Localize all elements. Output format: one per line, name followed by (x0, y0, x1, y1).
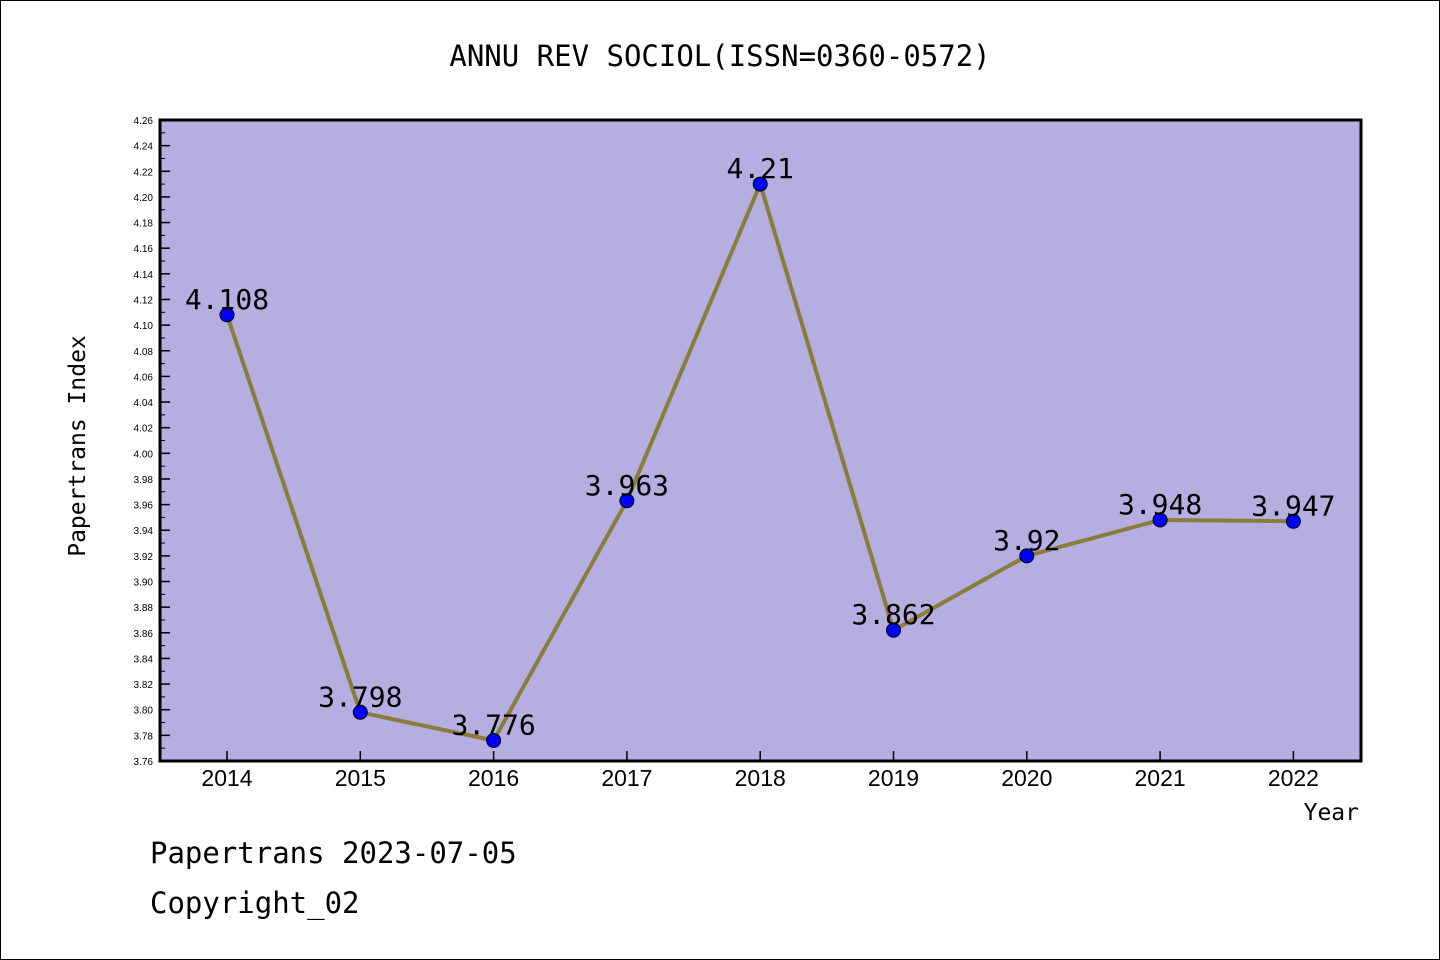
y-tick-label: 4.18 (134, 219, 154, 230)
x-tick-label: 2022 (1268, 765, 1319, 791)
y-tick-label: 4.16 (134, 244, 154, 255)
data-label: 3.963 (585, 469, 669, 502)
y-tick-label: 4.12 (134, 295, 154, 306)
x-tick-label: 2016 (468, 765, 519, 791)
y-tick-label: 3.90 (134, 578, 154, 589)
y-tick-label: 3.80 (134, 706, 154, 717)
y-tick-label: 4.00 (134, 449, 154, 460)
x-tick-label: 2017 (601, 765, 652, 791)
data-point (752, 176, 768, 192)
y-tick-label: 4.04 (134, 398, 154, 409)
y-tick-label: 4.02 (134, 424, 154, 435)
data-point (619, 493, 635, 509)
data-label: 3.92 (993, 524, 1060, 557)
x-axis-title: Year (1304, 800, 1359, 826)
y-tick-label: 4.22 (134, 167, 154, 178)
data-label: 4.21 (726, 152, 793, 185)
x-tick-label: 2018 (735, 765, 786, 791)
y-tick-label: 4.20 (134, 193, 154, 204)
data-point (1285, 513, 1301, 529)
data-label: 3.798 (318, 680, 402, 713)
data-point (1019, 548, 1035, 564)
footer-date: Papertrans 2023-07-05 (150, 836, 517, 870)
data-label: 4.108 (185, 283, 269, 316)
y-axis: 3.76 3.78 3.80 3.82 3.84 3.86 3.88 3.90 3.92 3.94… (134, 116, 170, 768)
y-tick-label: 3.86 (134, 629, 154, 640)
x-axis: 2014 2015 2016 2017 2018 2019 2020 2021 2022 (201, 751, 1319, 791)
data-point (1152, 512, 1168, 528)
y-axis-title: Papertrans Index (65, 335, 91, 557)
y-tick-label: 3.82 (134, 680, 154, 691)
y-tick-label: 3.94 (134, 526, 154, 537)
data-label: 3.947 (1251, 489, 1335, 522)
y-tick-label: 3.96 (134, 501, 154, 512)
series-layer: 4.108 3.798 3.776 3.963 4.21 3.862 3.92 3.948 3.… (185, 152, 1336, 748)
y-tick-label: 3.92 (134, 552, 154, 563)
chart-title: ANNU REV SOCIOL(ISSN=0360-0572) (449, 39, 990, 73)
data-point (352, 704, 368, 720)
y-tick-label: 3.76 (134, 757, 154, 768)
y-tick-label: 4.14 (134, 270, 154, 281)
y-tick-label: 4.10 (134, 321, 154, 332)
y-tick-label: 4.08 (134, 347, 154, 358)
x-tick-label: 2019 (868, 765, 919, 791)
data-label: 3.948 (1118, 488, 1202, 521)
data-point (886, 622, 901, 638)
data-label: 3.776 (451, 708, 535, 741)
footer-copyright: Copyright_02 (150, 886, 360, 920)
y-tick-label: 3.84 (134, 654, 154, 665)
y-tick-label: 3.98 (134, 475, 154, 486)
y-tick-label: 3.78 (134, 731, 154, 742)
x-tick-label: 2015 (335, 765, 386, 791)
y-tick-label: 4.06 (134, 372, 154, 383)
y-tick-label: 4.26 (134, 116, 154, 127)
x-tick-label: 2021 (1135, 765, 1186, 791)
data-point (486, 732, 502, 748)
x-tick-label: 2014 (201, 765, 252, 791)
y-tick-label: 3.88 (134, 603, 154, 614)
plot-area (158, 118, 1363, 763)
data-point (219, 307, 235, 323)
data-label: 3.862 (851, 598, 935, 631)
y-tick-label: 4.24 (134, 142, 154, 153)
x-tick-label: 2020 (1001, 765, 1052, 791)
